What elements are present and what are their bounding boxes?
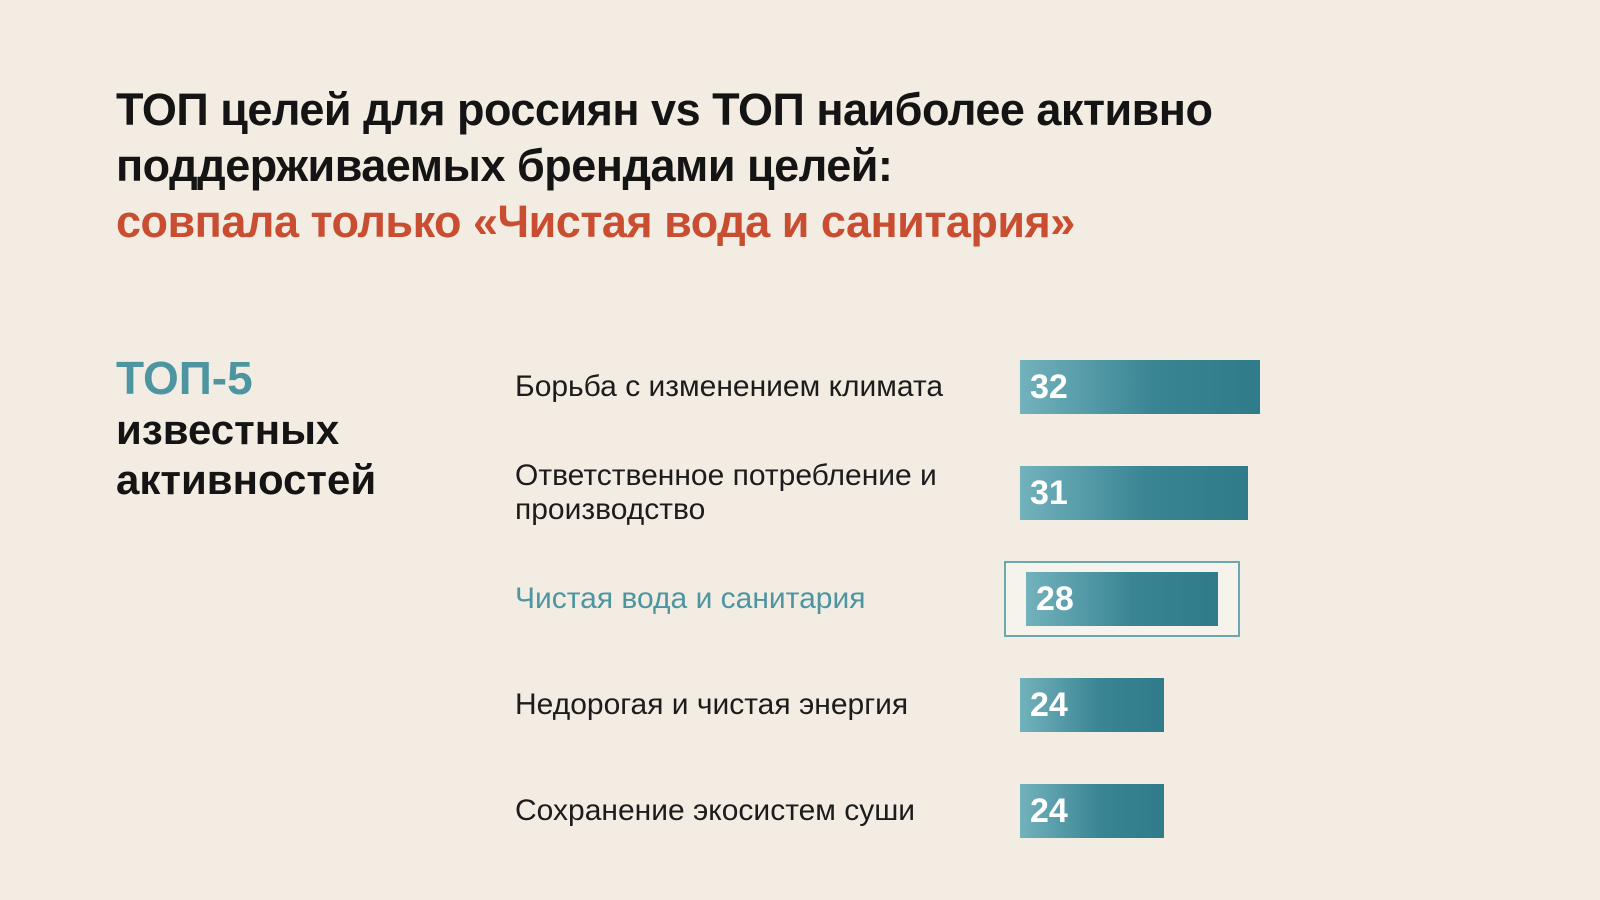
bar-value-label: 32	[1030, 367, 1068, 406]
value-bar: 24	[1020, 678, 1164, 732]
value-bar: 31	[1020, 466, 1248, 520]
category-label: Недорогая и чистая энергия	[515, 687, 909, 721]
bar-value-label: 28	[1036, 579, 1074, 618]
value-bar: 28	[1026, 572, 1218, 626]
bar-value-label: 31	[1030, 473, 1068, 512]
chart-row: Недорогая и чистая энергия 24	[515, 678, 1555, 732]
title-line-1: ТОП целей для россиян vs ТОП наиболее ак…	[116, 84, 1213, 135]
left-panel-subtitle-2: активностей	[116, 456, 377, 504]
title-line-2: поддерживаемых брендами целей:	[116, 139, 893, 191]
value-bar: 24	[1020, 784, 1164, 838]
chart-row: Борьба с изменением климата 32	[515, 360, 1555, 414]
category-label: Ответственное потребление и производство	[515, 458, 937, 527]
bar-value-label: 24	[1030, 685, 1068, 724]
top5-label: ТОП-5	[116, 352, 253, 404]
title-highlight-line: совпала только «Чистая вода и санитария»	[116, 195, 1075, 247]
value-bar: 32	[1020, 360, 1260, 414]
category-label: Борьба с изменением климата	[515, 369, 944, 403]
category-label: Сохранение экосистем суши	[515, 793, 916, 827]
category-label-highlighted: Чистая вода и санитария	[515, 581, 866, 615]
left-panel: ТОП-5 известных активностей	[116, 352, 476, 506]
chart-row-highlighted: Чистая вода и санитария 28	[515, 561, 1555, 637]
highlight-outline-box: 28	[1004, 561, 1240, 637]
bar-value-label: 24	[1030, 791, 1068, 830]
chart-row: Ответственное потребление и производство…	[515, 459, 1555, 526]
title-block: ТОП целей для россиян vs ТОП наиболее ак…	[116, 82, 1416, 249]
chart-row: Сохранение экосистем суши 24	[515, 784, 1555, 838]
left-panel-subtitle-1: известных	[116, 405, 340, 453]
bar-chart: Борьба с изменением климата 32 Ответстве…	[515, 360, 1555, 890]
